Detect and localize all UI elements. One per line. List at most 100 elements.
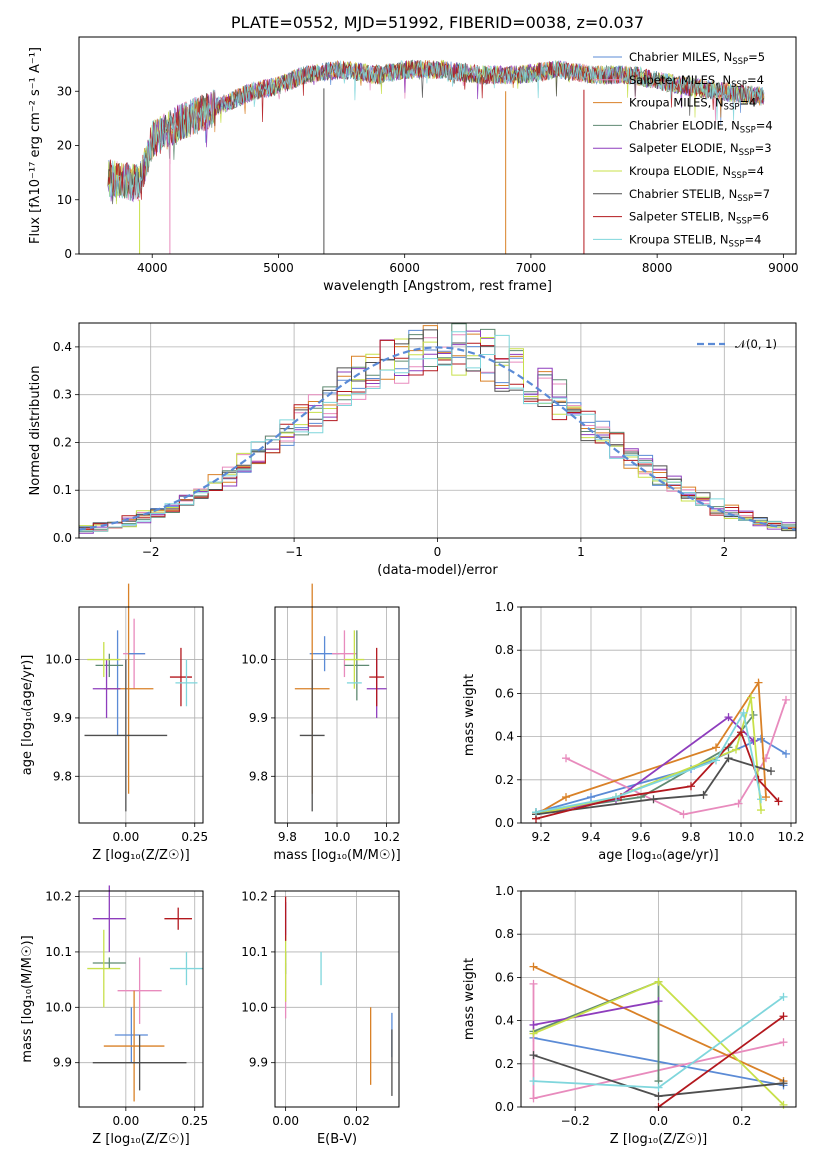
weight-line-salpeter_elodie: [533, 1000, 659, 1026]
axes-frame: [274, 890, 400, 1108]
legend-entry: Chabrier ELODIE, NSSP=4: [629, 118, 773, 135]
plot-area: [84, 583, 198, 812]
y-tick-label: 10.2: [241, 890, 268, 904]
x-axis-label: Z [log₁₀(Z/Z☉)]: [92, 1132, 189, 1147]
x-axis-label: wavelength [Angstrom, rest frame]: [323, 279, 552, 294]
axes-frame: [78, 606, 204, 824]
plot-area: [78, 323, 797, 538]
chart-title: PLATE=0552, MJD=51992, FIBERID=0038, z=0…: [231, 13, 644, 32]
panel-mass_vs_ebv: 0.00 0.02 9.9 10.0 10.1 10.2 E(B-V): [241, 890, 400, 1147]
x-tick-label: 10.0: [728, 830, 755, 844]
x-tick-label: 0.25: [181, 1114, 208, 1128]
histogram-kroupa_stelib: [78, 331, 796, 538]
y-tick-label: 10.0: [45, 653, 72, 667]
spectrum-line-kroupa_stelib: [107, 60, 765, 201]
x-axis-label: mass [log₁₀(M/M☉)]: [273, 848, 400, 863]
normal-curve: [78, 346, 797, 531]
data-point: [92, 659, 121, 718]
x-tick-label: 9.8: [681, 830, 700, 844]
data-point: [344, 630, 370, 701]
weight-marker: [529, 1029, 538, 1038]
weight-marker: [757, 795, 765, 804]
y-tick-label: 0: [64, 247, 72, 261]
weight-marker: [779, 1079, 788, 1088]
legend-entry: Salpeter ELODIE, NSSP=3: [629, 141, 772, 158]
y-tick-label: 0.2: [53, 435, 72, 449]
weight-marker: [699, 790, 708, 799]
weight-marker: [747, 693, 755, 702]
weight-marker: [649, 795, 658, 804]
legend: Chabrier MILES, NSSP=5 Salpeter MILES, NS…: [593, 50, 773, 249]
y-tick-label: 10.0: [241, 1000, 268, 1014]
y-tick-label: 9.9: [53, 1056, 72, 1070]
y-tick-label: 0.3: [53, 388, 72, 402]
y-tick-label: 0.1: [53, 483, 72, 497]
data-point: [344, 630, 365, 689]
panel-residuals: −2 −1 0 1 2 0.0 0.1 0.2 0.3 0.4 (data-model)/error…: [28, 322, 797, 578]
weight-marker: [529, 962, 538, 971]
x-tick-label: 0.2: [732, 1114, 751, 1128]
data-point: [92, 957, 126, 969]
y-tick-label: 10.2: [45, 890, 72, 904]
x-tick-label: −1: [285, 545, 303, 559]
x-tick-label: 9.4: [581, 830, 600, 844]
y-tick-label: 9.8: [249, 769, 268, 783]
x-tick-label: 0: [434, 545, 442, 559]
legend-entry: Salpeter STELIB, NSSP=6: [629, 210, 769, 227]
weight-marker: [529, 979, 538, 988]
weight-marker: [679, 810, 688, 819]
panel-age_vs_z: 0.00 0.25 9.8 9.9 10.0 Z [log₁₀(Z/Z☉)] age [lo…: [20, 583, 208, 863]
y-tick-label: 10.1: [45, 945, 72, 959]
y-tick-label: 0.4: [53, 340, 72, 354]
data-point: [92, 1035, 187, 1091]
panel-spectrum: 4000 5000 6000 7000 8000 9000 0 10 20 30 wavelengt…: [28, 36, 799, 294]
y-axis-label: mass weight: [462, 674, 477, 756]
x-tick-label: 0.00: [112, 1114, 139, 1128]
weight-marker: [562, 754, 570, 763]
x-axis-label: (data-model)/error: [377, 563, 498, 578]
x-tick-label: 2: [720, 545, 728, 559]
weight-marker: [532, 808, 540, 817]
data-point: [117, 957, 162, 1024]
data-point: [95, 653, 124, 678]
y-axis-label: mass weight: [462, 958, 477, 1040]
data-point: [299, 659, 325, 812]
weight-marker: [749, 736, 758, 745]
y-tick-label: 0.6: [495, 970, 514, 984]
data-point: [114, 1007, 148, 1063]
legend-entry: Kroupa ELODIE, NSSP=4: [629, 164, 764, 181]
weight-marker: [654, 977, 663, 986]
x-tick-label: 9.8: [278, 830, 297, 844]
y-tick-label: 1.0: [495, 600, 514, 614]
axes-frame: [274, 606, 400, 824]
weight-marker: [774, 797, 783, 806]
weight-marker: [782, 695, 790, 704]
y-tick-label: 10.0: [45, 1000, 72, 1014]
x-tick-label: 9000: [768, 261, 799, 275]
legend-entry: Chabrier MILES, NSSP=5: [629, 50, 765, 67]
plot-area: [294, 583, 387, 812]
y-tick-label: 0.2: [495, 1057, 514, 1071]
weight-marker: [779, 1038, 788, 1047]
data-point: [103, 990, 165, 1102]
y-tick-label: 10.0: [241, 653, 268, 667]
x-tick-label: 0.0: [649, 1114, 668, 1128]
weight-line-chabrier_elodie: [533, 980, 660, 1082]
weight-marker: [654, 1083, 663, 1092]
x-axis-label: Z [log₁₀(Z/Z☉)]: [92, 848, 189, 863]
y-axis-label: Normed distribution: [28, 366, 43, 496]
plot-area: [532, 678, 790, 823]
y-tick-label: 10.1: [241, 945, 268, 959]
legend-entry: Kroupa MILES, NSSP=4: [629, 96, 756, 113]
x-tick-label: 6000: [389, 261, 420, 275]
axes-frame: [78, 36, 797, 255]
x-tick-label: 7000: [516, 261, 547, 275]
y-tick-label: 0.6: [495, 686, 514, 700]
weight-marker: [612, 793, 620, 802]
y-tick-label: 20: [57, 139, 72, 153]
x-tick-label: 9.6: [631, 830, 650, 844]
x-tick-label: 5000: [263, 261, 294, 275]
y-tick-label: 0.4: [495, 1014, 514, 1028]
panel-age_vs_mass: 9.8 10.0 10.2 9.8 9.9 10.0 mass [log₁₀(M/M☉)]: [241, 583, 401, 863]
data-point: [369, 647, 385, 707]
